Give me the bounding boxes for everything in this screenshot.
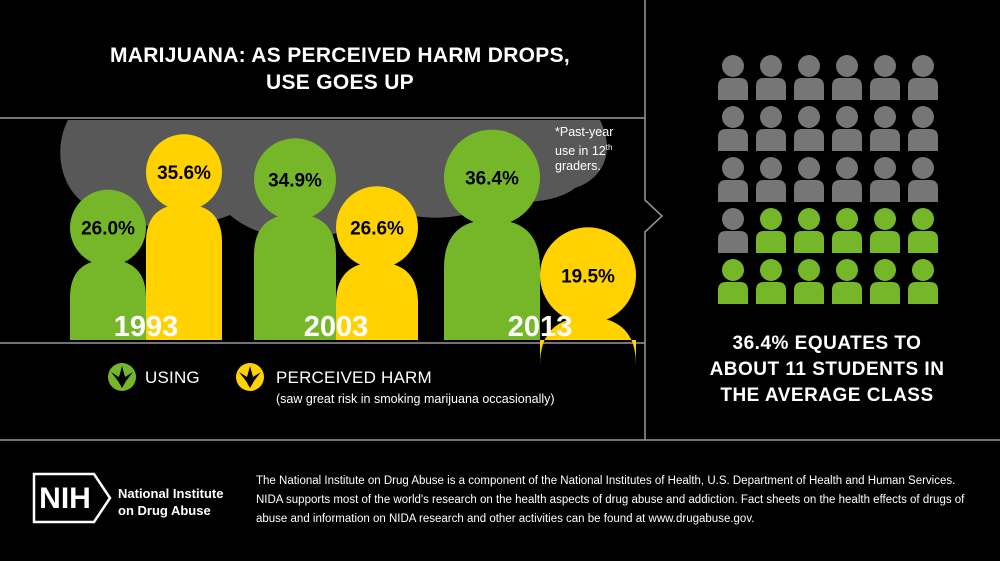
footnote: *Past-year use in 12th graders. — [555, 125, 641, 174]
class-caption-line-1: 36.4% EQUATES TO — [732, 333, 922, 354]
bar-2013-using — [444, 129, 540, 340]
student-icon — [832, 106, 862, 151]
student-icon — [908, 157, 938, 202]
category-label-1993: 1993 — [114, 311, 179, 343]
nih-org-line-1: National Institute — [118, 486, 224, 501]
bar-1993-perceived-harm — [146, 134, 222, 340]
student-icon — [908, 259, 938, 304]
footnote-line-1: *Past-year — [555, 125, 614, 139]
data-label-1993-perceived-harm: 35.6% — [157, 163, 211, 184]
student-icon — [908, 55, 938, 100]
class-caption-line-2: ABOUT 11 STUDENTS IN — [709, 359, 945, 380]
footnote-superscript: th — [605, 143, 613, 152]
footnote-line-2-text: use in 12 — [555, 144, 606, 159]
student-icon — [794, 106, 824, 151]
category-label-2013: 2013 — [508, 311, 573, 343]
student-icon — [718, 55, 748, 100]
student-icon — [870, 208, 900, 253]
data-label-2003-using: 34.9% — [268, 170, 322, 191]
legend-harm-note: (saw great risk in smoking marijuana occ… — [276, 392, 555, 406]
student-icon — [870, 157, 900, 202]
data-label-2003-perceived-harm: 26.6% — [350, 218, 404, 239]
title-line-2: USE GOES UP — [265, 71, 414, 94]
student-icon — [718, 157, 748, 202]
class-caption: 36.4% EQUATES TO ABOUT 11 STUDENTS IN TH… — [672, 331, 982, 409]
student-icon — [756, 55, 786, 100]
footer-text: The National Institute on Drug Abuse is … — [256, 475, 965, 525]
student-icon — [870, 106, 900, 151]
bar-2003-using — [254, 138, 336, 340]
student-icon — [794, 259, 824, 304]
class-caption-line-3: THE AVERAGE CLASS — [720, 385, 934, 406]
nih-logo-text: NIH — [39, 482, 91, 515]
student-icon — [756, 106, 786, 151]
legend-harm-label: PERCEIVED HARM — [276, 368, 432, 387]
data-label-2013-using: 36.4% — [465, 169, 519, 190]
legend-using-label: USING — [145, 368, 200, 387]
student-icon — [794, 55, 824, 100]
bar-2003-perceived-harm — [336, 186, 418, 340]
student-icon — [908, 208, 938, 253]
footnote-line-2: use in 12th — [555, 140, 641, 159]
panel-divider — [644, 0, 664, 440]
nih-logo: NIH — [32, 472, 112, 524]
bar-1993-using — [70, 189, 146, 340]
student-icon — [756, 259, 786, 304]
footnote-line-3: graders. — [555, 159, 601, 174]
data-label-2013-perceived-harm: 19.5% — [561, 266, 615, 287]
student-icon — [794, 157, 824, 202]
student-icon — [756, 157, 786, 202]
student-icon — [794, 208, 824, 253]
student-icon — [832, 157, 862, 202]
nih-org-line-2: on Drug Abuse — [118, 503, 211, 518]
bar-2013-perceived-harm — [540, 227, 636, 366]
student-icon — [718, 259, 748, 304]
student-icon — [756, 208, 786, 253]
student-icon — [718, 208, 748, 253]
student-icon — [718, 106, 748, 151]
legend-harm-leaf-icon — [236, 363, 264, 391]
student-icon — [832, 208, 862, 253]
student-icon — [832, 55, 862, 100]
student-icon — [908, 106, 938, 151]
student-icon — [870, 55, 900, 100]
student-icon — [832, 259, 862, 304]
category-label-2003: 2003 — [304, 311, 369, 343]
nih-org-name: National Institute on Drug Abuse — [118, 485, 223, 519]
title-line-1: MARIJUANA: AS PERCEIVED HARM DROPS, — [109, 44, 571, 67]
data-label-1993-using: 26.0% — [81, 219, 135, 240]
legend-using-leaf-icon — [108, 363, 136, 391]
student-icon — [870, 259, 900, 304]
chart-title: MARIJUANA: AS PERCEIVED HARM DROPS, USE … — [60, 42, 620, 96]
